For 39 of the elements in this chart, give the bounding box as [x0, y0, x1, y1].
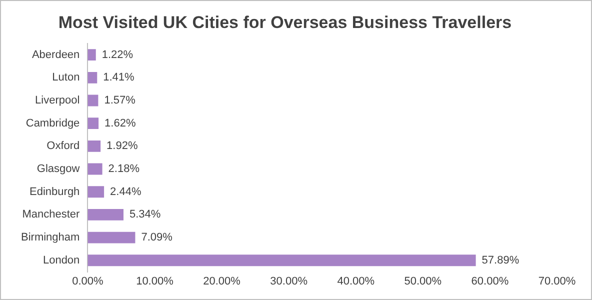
y-tick-label: Edinburgh: [30, 186, 80, 198]
x-tick-label: 0.00%: [72, 275, 104, 288]
x-tick-label: 20.00%: [203, 275, 241, 288]
bar: [88, 140, 101, 152]
data-label: 1.62%: [104, 117, 136, 130]
data-label: 57.89%: [482, 254, 520, 266]
bar: [88, 118, 99, 130]
bar: [88, 208, 124, 220]
data-label: 5.34%: [129, 208, 161, 221]
x-tick-label: 60.00%: [471, 275, 509, 288]
y-tick-label: Luton: [52, 72, 80, 84]
x-tick-label: 40.00%: [337, 275, 375, 288]
y-tick-label: Glasgow: [36, 163, 80, 176]
bar: [88, 186, 104, 198]
y-tick-label: Liverpool: [35, 94, 80, 107]
data-label: 1.22%: [102, 48, 134, 61]
y-tick-label: Birmingham: [20, 232, 80, 244]
bar: [88, 72, 98, 84]
chart-title: Most Visited UK Cities for Overseas Business Travellers: [58, 12, 512, 32]
bar: [88, 94, 98, 106]
x-tick-label: 30.00%: [270, 275, 308, 288]
data-label: 1.92%: [106, 140, 138, 152]
bar: [88, 49, 96, 61]
data-label: 2.18%: [108, 163, 140, 176]
y-tick-label: London: [42, 254, 80, 266]
bar: [88, 254, 476, 266]
y-tick-label: Aberdeen: [32, 48, 80, 61]
x-tick-label: 10.00%: [136, 275, 174, 288]
y-tick-label: Manchester: [22, 208, 80, 221]
data-label: 2.44%: [110, 186, 142, 198]
bar: [88, 163, 102, 175]
y-tick-label: Oxford: [46, 140, 80, 152]
data-label: 1.57%: [104, 94, 136, 107]
x-tick-label: 70.00%: [538, 275, 576, 288]
x-tick-label: 50.00%: [404, 275, 442, 288]
data-label: 7.09%: [141, 232, 173, 244]
bar: [88, 232, 136, 244]
y-tick-label: Cambridge: [26, 117, 80, 130]
data-label: 1.41%: [103, 72, 135, 84]
